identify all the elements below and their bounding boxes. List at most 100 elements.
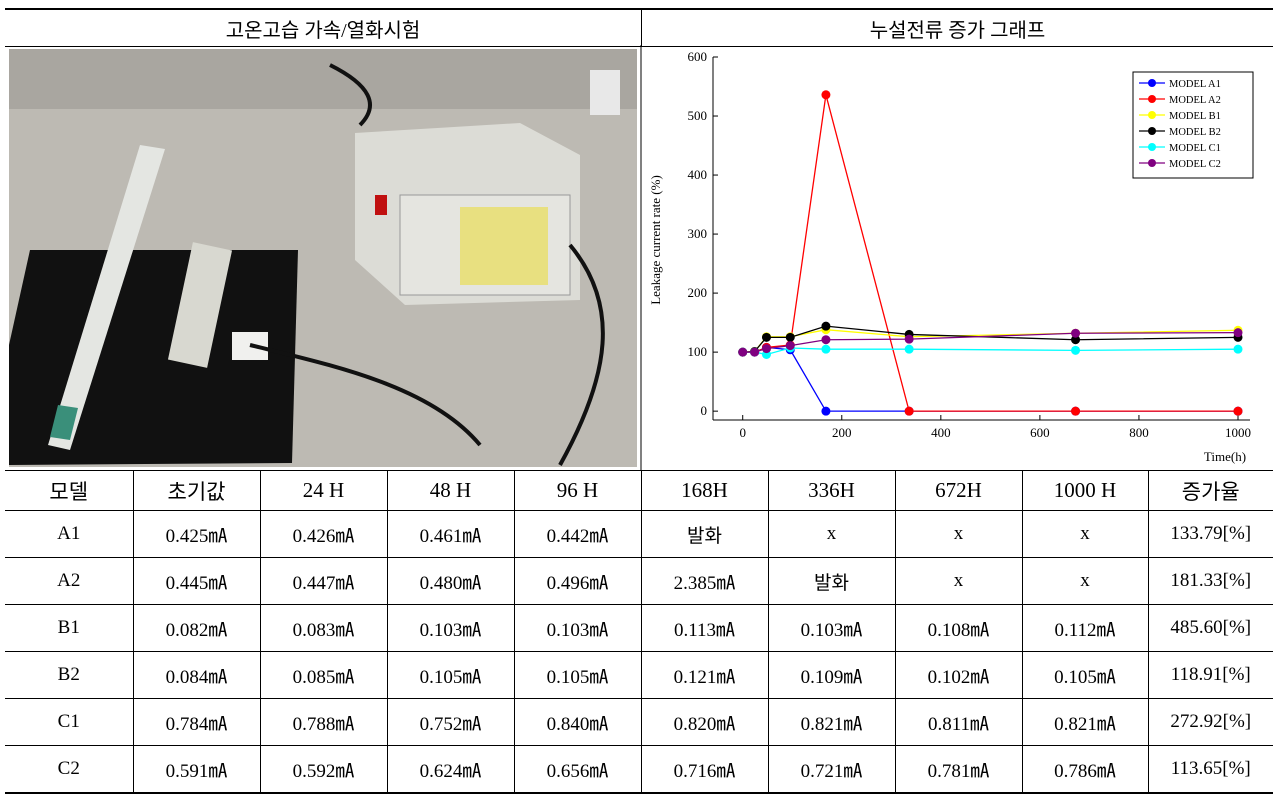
- legend-marker: [1148, 111, 1156, 119]
- data-point: [1234, 345, 1243, 354]
- legend-label: MODEL C2: [1169, 159, 1221, 170]
- table-cell: 0.624㎃: [387, 746, 514, 794]
- legend-label: MODEL C1: [1169, 143, 1221, 154]
- table-cell: 0.447㎃: [260, 558, 387, 605]
- y-tick-label: 100: [688, 344, 708, 359]
- table-cell: x: [1022, 511, 1148, 558]
- table-cell: 0.102㎃: [895, 652, 1022, 699]
- table-cell: x: [768, 511, 895, 558]
- table-cell: 0.442㎃: [514, 511, 641, 558]
- table-cell: B2: [5, 652, 133, 699]
- legend-label: MODEL B1: [1169, 111, 1221, 122]
- photo-title: 고온고습 가속/열화시험: [5, 10, 642, 46]
- data-point: [821, 90, 830, 99]
- table-cell: 0.445㎃: [133, 558, 260, 605]
- data-point: [905, 335, 914, 344]
- table-cell: 0.811㎃: [895, 699, 1022, 746]
- data-point: [821, 407, 830, 416]
- table-cell: 0.121㎃: [641, 652, 768, 699]
- table-cell: C1: [5, 699, 133, 746]
- legend-label: MODEL A2: [1169, 95, 1221, 106]
- table-cell: 0.084㎃: [133, 652, 260, 699]
- table-cell: x: [895, 511, 1022, 558]
- header-cell: 24 H: [260, 471, 387, 511]
- header-cell: 모델: [5, 471, 133, 511]
- x-tick-label: 1000: [1225, 425, 1251, 440]
- table-cell: 0.103㎃: [768, 605, 895, 652]
- table-cell: 0.082㎃: [133, 605, 260, 652]
- table-cell: 발화: [641, 511, 768, 558]
- x-tick-label: 200: [832, 425, 852, 440]
- table-cell: 0.425㎃: [133, 511, 260, 558]
- y-axis-label: Leakage current rate (%): [648, 175, 663, 305]
- legend-label: MODEL A1: [1169, 79, 1221, 90]
- data-point: [821, 322, 830, 331]
- y-tick-label: 300: [688, 226, 708, 241]
- data-point: [1071, 407, 1080, 416]
- table-cell: 0.591㎃: [133, 746, 260, 794]
- table-cell: 0.821㎃: [768, 699, 895, 746]
- data-point: [762, 344, 771, 353]
- title-row: 고온고습 가속/열화시험 누설전류 증가 그래프: [5, 8, 1273, 47]
- table-cell: 0.592㎃: [260, 746, 387, 794]
- data-point: [821, 335, 830, 344]
- table-cell: 0.840㎃: [514, 699, 641, 746]
- data-point: [738, 348, 747, 357]
- data-point: [1234, 328, 1243, 337]
- header-cell: 초기값: [133, 471, 260, 511]
- table-cell: 0.656㎃: [514, 746, 641, 794]
- table-cell: 0.788㎃: [260, 699, 387, 746]
- y-tick-label: 0: [701, 403, 708, 418]
- table-cell: x: [1022, 558, 1148, 605]
- table-cell: 113.65[%]: [1148, 746, 1273, 794]
- figure-area: Time(h) Leakage current rate (%) 0100200…: [0, 45, 1275, 470]
- y-tick-label: 600: [688, 49, 708, 64]
- legend-marker: [1148, 79, 1156, 87]
- legend-marker: [1148, 143, 1156, 151]
- table-cell: 0.083㎃: [260, 605, 387, 652]
- chart: Time(h) Leakage current rate (%) 0100200…: [648, 49, 1253, 464]
- x-tick-label: 800: [1129, 425, 1149, 440]
- header-cell: 96 H: [514, 471, 641, 511]
- photo: [9, 49, 637, 467]
- legend-label: MODEL B2: [1169, 127, 1221, 138]
- x-tick-label: 600: [1030, 425, 1050, 440]
- table-cell: 0.109㎃: [768, 652, 895, 699]
- table-cell: 0.716㎃: [641, 746, 768, 794]
- x-tick-label: 400: [931, 425, 951, 440]
- legend-marker: [1148, 127, 1156, 135]
- table-cell: 0.461㎃: [387, 511, 514, 558]
- data-point: [762, 333, 771, 342]
- table-cell: 0.085㎃: [260, 652, 387, 699]
- data-point: [1071, 346, 1080, 355]
- table-row: A10.425㎃0.426㎃0.461㎃0.442㎃발화xxx133.79[%]: [5, 511, 1273, 558]
- table-cell: 발화: [768, 558, 895, 605]
- data-point: [750, 348, 759, 357]
- table-cell: A2: [5, 558, 133, 605]
- chart-title: 누설전류 증가 그래프: [642, 10, 1273, 46]
- y-tick-label: 500: [688, 108, 708, 123]
- table-cell: 0.112㎃: [1022, 605, 1148, 652]
- legend-marker: [1148, 159, 1156, 167]
- table-cell: 133.79[%]: [1148, 511, 1273, 558]
- legend-marker: [1148, 95, 1156, 103]
- data-point: [786, 333, 795, 342]
- table-cell: 0.480㎃: [387, 558, 514, 605]
- table-cell: 0.781㎃: [895, 746, 1022, 794]
- header-cell: 672H: [895, 471, 1022, 511]
- table-cell: 0.752㎃: [387, 699, 514, 746]
- series-line: [743, 347, 1238, 411]
- data-point: [1071, 329, 1080, 338]
- table-cell: 0.113㎃: [641, 605, 768, 652]
- table-cell: 0.105㎃: [1022, 652, 1148, 699]
- data-point: [905, 345, 914, 354]
- table-cell: 0.820㎃: [641, 699, 768, 746]
- table-row: B10.082㎃0.083㎃0.103㎃0.103㎃0.113㎃0.103㎃0.…: [5, 605, 1273, 652]
- page: 고온고습 가속/열화시험 누설전류 증가 그래프 Time(h) Leakage…: [0, 0, 1275, 795]
- series-line: [743, 348, 1238, 354]
- y-tick-label: 200: [688, 285, 708, 300]
- data-point: [905, 407, 914, 416]
